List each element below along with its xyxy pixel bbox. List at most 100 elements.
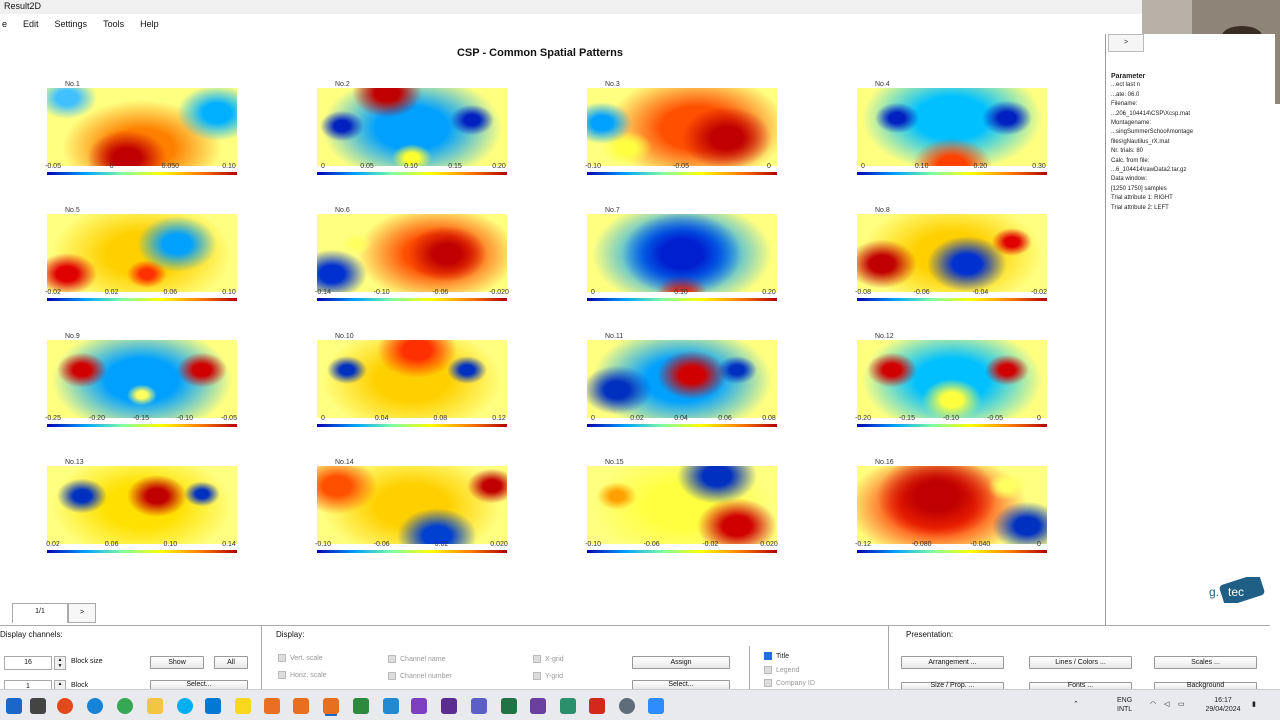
firefox-icon[interactable] [57, 698, 73, 714]
channel-number-checkbox[interactable]: Channel number [388, 672, 452, 680]
windows-start-icon[interactable] [6, 698, 22, 714]
y-grid-checkbox[interactable]: Y-grid [533, 672, 563, 680]
app-icon[interactable] [383, 698, 399, 714]
topoplot-8[interactable]: No.8 -0.08 -0.06 -0.04 -0.02 [855, 207, 1049, 311]
file-explorer-icon[interactable] [147, 698, 163, 714]
expand-panel-button[interactable]: > [1108, 34, 1144, 52]
colorbar-tick-label: 0 [321, 163, 325, 170]
topoplot-6[interactable]: No.6 -0.14 -0.10 -0.06 -0.020 [315, 207, 509, 311]
speaker-icon[interactable]: ◁ [1164, 701, 1170, 708]
menu-help[interactable]: Help [140, 19, 159, 29]
x-grid-checkbox[interactable]: X-grid [533, 655, 564, 663]
acrobat-icon[interactable] [589, 698, 605, 714]
colorbar-tick-label: -0.05 [221, 415, 237, 422]
lines-colors-button[interactable]: Lines / Colors ... [1029, 656, 1132, 669]
battery-icon[interactable]: ▭ [1178, 701, 1185, 708]
svg-text:tec: tec [1228, 585, 1244, 599]
vs-icon-2[interactable] [441, 698, 457, 714]
notifications-icon[interactable]: ▮ [1252, 701, 1256, 708]
vert-scale-checkbox[interactable]: Vert. scale [278, 654, 323, 662]
chrome-icon[interactable] [117, 698, 133, 714]
checkbox-box [764, 666, 772, 674]
topoplot-9[interactable]: No.9 -0.25 -0.20 -0.15 -0.10 -0.05 [45, 333, 239, 437]
scales-button[interactable]: Scales ... [1154, 656, 1257, 669]
menu-bar: e Edit Settings Tools Help [0, 16, 1145, 32]
colorbar-tick-label: -0.10 [585, 163, 601, 170]
excel-icon[interactable] [501, 698, 517, 714]
company-id-checkbox[interactable]: Company ID [764, 679, 815, 687]
topoplot-16[interactable]: No.16 -0.12 -0.080 -0.040 0 [855, 459, 1049, 563]
topoplot-5[interactable]: No.5 -0.02 0.02 0.06 0.10 [45, 207, 239, 311]
block-size-stepper[interactable]: ▲ ▼ [54, 656, 66, 670]
topoplot-label: No.7 [605, 207, 620, 214]
colorbar [47, 424, 237, 427]
matlab-icon-active[interactable] [323, 698, 339, 714]
assign-button[interactable]: Assign [632, 656, 730, 669]
menu-settings[interactable]: Settings [54, 19, 88, 29]
menu-edit[interactable]: Edit [23, 19, 39, 29]
time-label: 16:17 [1214, 697, 1232, 704]
matlab-icon-2[interactable] [293, 698, 309, 714]
topoplot-7[interactable]: No.7 0 0.10 0.20 [587, 207, 779, 311]
topoplot-map [47, 214, 237, 292]
topoplot-15[interactable]: No.15 -0.10 -0.06 -0.02 0.020 [585, 459, 779, 563]
topoplot-map [47, 88, 237, 166]
topoplot-12[interactable]: No.12 -0.20 -0.15 -0.10 -0.05 0 [855, 333, 1049, 437]
edge-icon[interactable] [87, 698, 103, 714]
horiz-scale-checkbox[interactable]: Horiz. scale [278, 671, 327, 679]
legend-checkbox[interactable]: Legend [764, 666, 799, 674]
colorbar-ticks: -0.10 -0.06 -0.02 0.020 [585, 541, 778, 549]
title-checkbox[interactable]: Title [764, 652, 789, 660]
colorbar [317, 424, 507, 427]
menu-file[interactable]: e [2, 19, 8, 29]
all-button[interactable]: All [214, 656, 248, 669]
colorbar-tick-label: -0.10 [315, 541, 331, 548]
lang-label: ENG [1117, 697, 1133, 704]
wifi-icon[interactable]: ◠ [1150, 701, 1157, 708]
pycharm-icon[interactable] [353, 698, 369, 714]
topoplot-14[interactable]: No.14 -0.10 -0.06 -0.02 0.020 [315, 459, 509, 563]
topoplot-13[interactable]: No.13 0.02 0.06 0.10 0.14 [46, 459, 239, 563]
menu-tools[interactable]: Tools [103, 19, 125, 29]
language-indicator[interactable]: ENG INTL [1117, 696, 1132, 714]
matlab-icon[interactable] [264, 698, 280, 714]
topoplot-10[interactable]: No.10 0 0.04 0.08 0.12 [317, 333, 509, 437]
topoplot-2[interactable]: No.2 0 0.05 0.10 0.15 0.20 [317, 81, 509, 185]
colorbar-tick-label: -0.06 [373, 541, 390, 548]
save-icon[interactable] [530, 698, 546, 714]
colorbar-tick-label: 0.10 [163, 541, 178, 548]
colorbar-tick-label: -0.15 [899, 415, 915, 422]
block-size-input[interactable]: 16 [4, 656, 52, 670]
show-button[interactable]: Show [150, 656, 204, 669]
display-channels-section: Display channels: 16 ▲ ▼ Block size 1 ▲ B… [0, 626, 262, 690]
next-page-button[interactable]: > [68, 603, 96, 623]
colorbar-ticks: -0.20 -0.15 -0.10 -0.05 0 [855, 415, 1047, 423]
colorbar-tick-label: 0.10 [404, 163, 418, 170]
arrangement-button[interactable]: Arrangement ... [901, 656, 1004, 669]
teams-icon[interactable] [471, 698, 487, 714]
display-section: Display: Vert. scale Horiz. scale Channe… [262, 626, 889, 690]
channel-name-checkbox[interactable]: Channel name [388, 655, 446, 663]
colorbar-tick-label: 0 [591, 415, 595, 422]
topoplot-label: No.13 [65, 459, 84, 466]
topoplot-1[interactable]: No.1 -0.05 0 0.050 0.10 [45, 81, 239, 185]
colorbar-tick-label: -0.06 [913, 289, 930, 296]
colorbar-ticks: 0 0.05 0.10 0.15 0.20 [317, 163, 507, 171]
topoplot-3[interactable]: No.3 -0.10 -0.05 0 [585, 81, 779, 185]
page-tab[interactable]: 1/1 [12, 603, 68, 623]
network-icon[interactable] [560, 698, 576, 714]
svg-text:g.: g. [1209, 585, 1219, 599]
visual-studio-icon[interactable] [411, 698, 427, 714]
outlook-icon[interactable] [205, 698, 221, 714]
topoplot-4[interactable]: No.4 0 0.10 0.20 0.30 [857, 81, 1049, 185]
clock[interactable]: 16:17 29/04/2024 [1194, 696, 1252, 714]
settings-gear-icon[interactable] [619, 698, 635, 714]
sticky-notes-icon[interactable] [235, 698, 251, 714]
task-view-icon[interactable] [30, 698, 46, 714]
zoom-icon[interactable] [648, 698, 664, 714]
topoplot-map [857, 466, 1047, 544]
chevron-up-icon[interactable]: ⌃ [1073, 701, 1079, 708]
topoplot-11[interactable]: No.11 0 0.02 0.04 0.06 0.08 [587, 333, 779, 437]
skype-icon[interactable] [177, 698, 193, 714]
colorbar [587, 298, 777, 301]
